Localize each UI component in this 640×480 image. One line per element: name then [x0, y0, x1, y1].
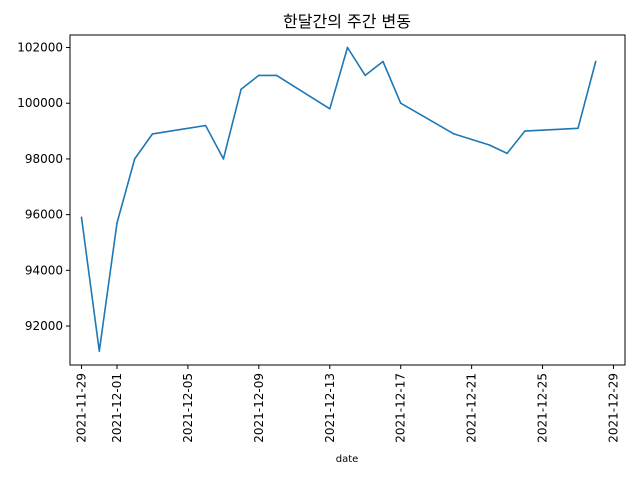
data-point	[488, 144, 491, 146]
data-point	[382, 60, 384, 63]
x-tick-label: 2021-12-13	[323, 373, 337, 443]
x-axis: 2021-11-29 2021-12-01 2021-12-05 2021-12-09…	[75, 365, 620, 443]
series-line	[80, 46, 597, 352]
series-group	[80, 46, 597, 352]
data-point	[453, 133, 455, 135]
data-point	[329, 108, 331, 110]
y-tick-label: 92000	[25, 319, 63, 333]
data-point	[116, 222, 118, 224]
data-point	[594, 60, 597, 63]
data-point	[151, 133, 154, 135]
y-tick-label: 102000	[17, 41, 63, 55]
x-tick-label: 2021-12-29	[606, 373, 620, 443]
x-tick-label: 2021-12-21	[465, 373, 479, 443]
x-tick-label: 2021-11-29	[75, 373, 89, 443]
data-point	[222, 158, 225, 160]
y-tick-label: 98000	[25, 152, 63, 166]
y-tick-label: 100000	[17, 96, 63, 110]
chart-title: 한달간의 주간 변동	[283, 12, 411, 31]
data-point	[364, 74, 367, 77]
data-point	[80, 216, 83, 219]
data-point	[275, 74, 278, 77]
x-tick-label: 2021-12-17	[394, 373, 408, 443]
y-tick-label: 96000	[25, 208, 63, 222]
data-point	[204, 124, 207, 127]
x-axis-label: date	[336, 454, 359, 465]
x-tick-label: 2021-12-05	[181, 373, 195, 443]
x-tick-label: 2021-12-01	[110, 373, 124, 443]
x-tick-label: 2021-12-25	[536, 373, 550, 443]
y-axis: 92000 94000 96000 98000 100000 102000	[17, 41, 70, 333]
data-point	[506, 152, 508, 155]
data-point	[240, 88, 242, 91]
data-point	[133, 158, 136, 160]
data-point	[577, 127, 579, 130]
y-tick-label: 94000	[25, 263, 63, 277]
data-point	[399, 102, 402, 104]
data-point	[524, 130, 526, 132]
data-point	[258, 74, 260, 77]
x-tick-label: 2021-12-09	[252, 373, 266, 443]
data-point	[346, 46, 349, 49]
data-point	[98, 350, 101, 352]
plot-frame	[69, 34, 626, 366]
